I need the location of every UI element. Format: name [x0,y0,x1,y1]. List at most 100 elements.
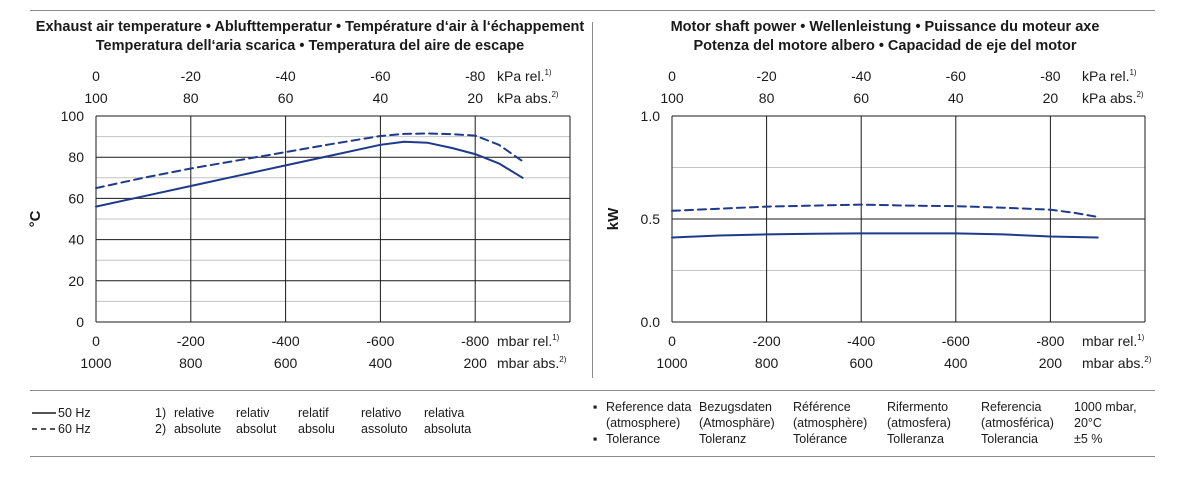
left-chart-title-line1: Exhaust air temperature • Ablufttemperat… [35,19,585,35]
legend-solid-label: 50 Hz [58,406,91,420]
right-y-tick-label: 1.0 [641,108,661,124]
left-chart-title-line2: Temperatura dell‘aria scarica • Temperat… [95,38,525,54]
right-x-bottom-rel-tick: -800 [1036,333,1064,349]
left-y-tick-label: 0 [76,314,84,330]
right-y-tick-label: 0.5 [641,211,661,227]
reference-en-line1: Reference data [606,400,692,414]
left-y-tick-label: 100 [61,108,85,124]
left-x-bottom-abs-tick: 1000 [80,355,111,371]
note-relative-en: relative [174,406,215,420]
right-x-bottom-abs-tick: 1000 [656,355,687,371]
tolerance-bullet: ▪ [593,432,598,446]
left-x-bottom-abs-tick: 400 [369,355,393,371]
reference-de-line2: (Atmosphäre) [699,416,775,430]
left-x-top-rel-tick: -40 [275,68,295,84]
panel-divider [592,22,593,378]
right-x-bottom-rel-tick: -400 [847,333,875,349]
left-y-axis-label: °C [27,210,44,227]
note-relative-de: relativ [236,406,270,420]
reference-it-line1: Rifermento [887,400,949,414]
left-x-bottom-rel-tick: 0 [92,333,100,349]
legend-swatches [32,412,56,430]
middle-rule [30,390,1155,391]
note-absolute-it: assoluto [361,422,408,436]
right-chart-title-line2: Potenza del motore albero • Capacidad de… [693,38,1077,54]
reference-es-line2: (atmosférica) [981,416,1054,430]
right-x-bottom-abs-tick: 400 [944,355,968,371]
reference-en-line2: (atmosphere) [606,416,681,430]
left-x-top-rel-tick: 0 [92,68,100,84]
right-x-top-abs-tick: 20 [1043,90,1059,106]
left-series-60hz-line [95,132,524,190]
note-absolute-fr: absolu [298,422,335,436]
left-x-bottom-rel-tick: -800 [461,333,489,349]
note-relative-it: relativo [361,406,402,420]
right-x-bottom-rel-tick: -600 [942,333,970,349]
note-absolute-es: absoluta [424,422,472,436]
right-x-bottom-abs-tick: 600 [850,355,874,371]
right-chart-title: Motor shaft power • Wellenleistung • Pui… [605,18,1165,56]
reference-value-line2: 20°C [1074,416,1102,430]
reference-es-line1: Referencia [981,400,1042,414]
tolerance-en: Tolerance [606,432,661,446]
right-x-top-rel-tick: -60 [946,68,966,84]
reference-fr-line2: (atmosphère) [793,416,868,430]
left-top-abs-unit: kPa abs.2) [497,90,559,106]
exhaust-temperature-chart: 020406080100010000100-200800-2080-400600… [27,68,571,371]
right-x-bottom-abs-tick: 200 [1039,355,1063,371]
tolerance-it: Tolleranza [887,432,944,446]
top-rule [30,10,1155,11]
right-bottom-rel-unit: mbar rel.1) [1082,333,1145,349]
left-top-rel-unit: kPa rel.1) [497,68,552,84]
left-series-50hz-line [95,140,524,208]
tolerance-de: Toleranz [699,432,747,446]
right-x-top-rel-tick: -40 [851,68,871,84]
left-x-bottom-rel-tick: -400 [272,333,300,349]
note-relative-es: relativa [424,406,465,420]
right-x-top-abs-tick: 60 [853,90,869,106]
note-relative-fr: relatif [298,406,329,420]
left-x-top-rel-tick: -60 [370,68,390,84]
right-x-bottom-rel-tick: 0 [668,333,676,349]
left-x-top-abs-tick: 80 [183,90,199,106]
left-bottom-abs-unit: mbar abs.2) [497,355,567,371]
right-x-bottom-rel-tick: -200 [753,333,781,349]
legend: 50 Hz 60 Hz [30,406,140,440]
right-series-60hz-line [671,203,1099,218]
left-x-bottom-abs-tick: 600 [274,355,298,371]
right-top-abs-unit: kPa abs.2) [1082,90,1144,106]
bottom-rule [30,456,1155,457]
tolerance-value: ±5 % [1074,432,1103,446]
motor-shaft-power-chart: 0.0 0.5 1.0 0 1000 0 100 -200 800 -20 80 -400 600 -40… [605,68,1152,371]
right-x-top-abs-tick: 100 [660,90,684,106]
left-x-top-abs-tick: 60 [278,90,294,106]
left-x-bottom-rel-tick: -200 [177,333,205,349]
left-x-top-abs-tick: 20 [467,90,483,106]
reference-bullet: ▪ [593,400,598,414]
left-x-top-rel-tick: -20 [181,68,201,84]
right-x-top-rel-tick: -80 [1040,68,1060,84]
left-y-tick-label: 60 [68,190,84,206]
note-absolute-de: absolut [236,422,277,436]
left-y-tick-label: 20 [68,273,84,289]
left-x-top-abs-tick: 100 [84,90,108,106]
left-x-bottom-abs-tick: 800 [179,355,203,371]
left-x-bottom-rel-tick: -600 [366,333,394,349]
note-absolute-en: absolute [174,422,222,436]
right-x-top-rel-tick: 0 [668,68,676,84]
left-x-top-abs-tick: 40 [373,90,389,106]
note-1-marker: 1) [155,406,167,420]
right-x-top-abs-tick: 40 [948,90,964,106]
right-x-bottom-abs-tick: 800 [755,355,779,371]
right-y-axis-label: kW [605,207,622,230]
reference-fr-line1: Référence [793,400,851,414]
reference-it-line2: (atmosfera) [887,416,951,430]
note-2-marker: 2) [155,422,167,436]
left-y-tick-label: 40 [68,232,84,248]
legend-dashed-label: 60 Hz [58,422,91,436]
left-chart-title: Exhaust air temperature • Ablufttemperat… [30,18,590,56]
left-y-tick-label: 80 [68,149,84,165]
reference-de-line1: Bezugsdaten [699,400,772,414]
tolerance-es: Tolerancia [981,432,1038,446]
right-bottom-abs-unit: mbar abs.2) [1082,355,1152,371]
